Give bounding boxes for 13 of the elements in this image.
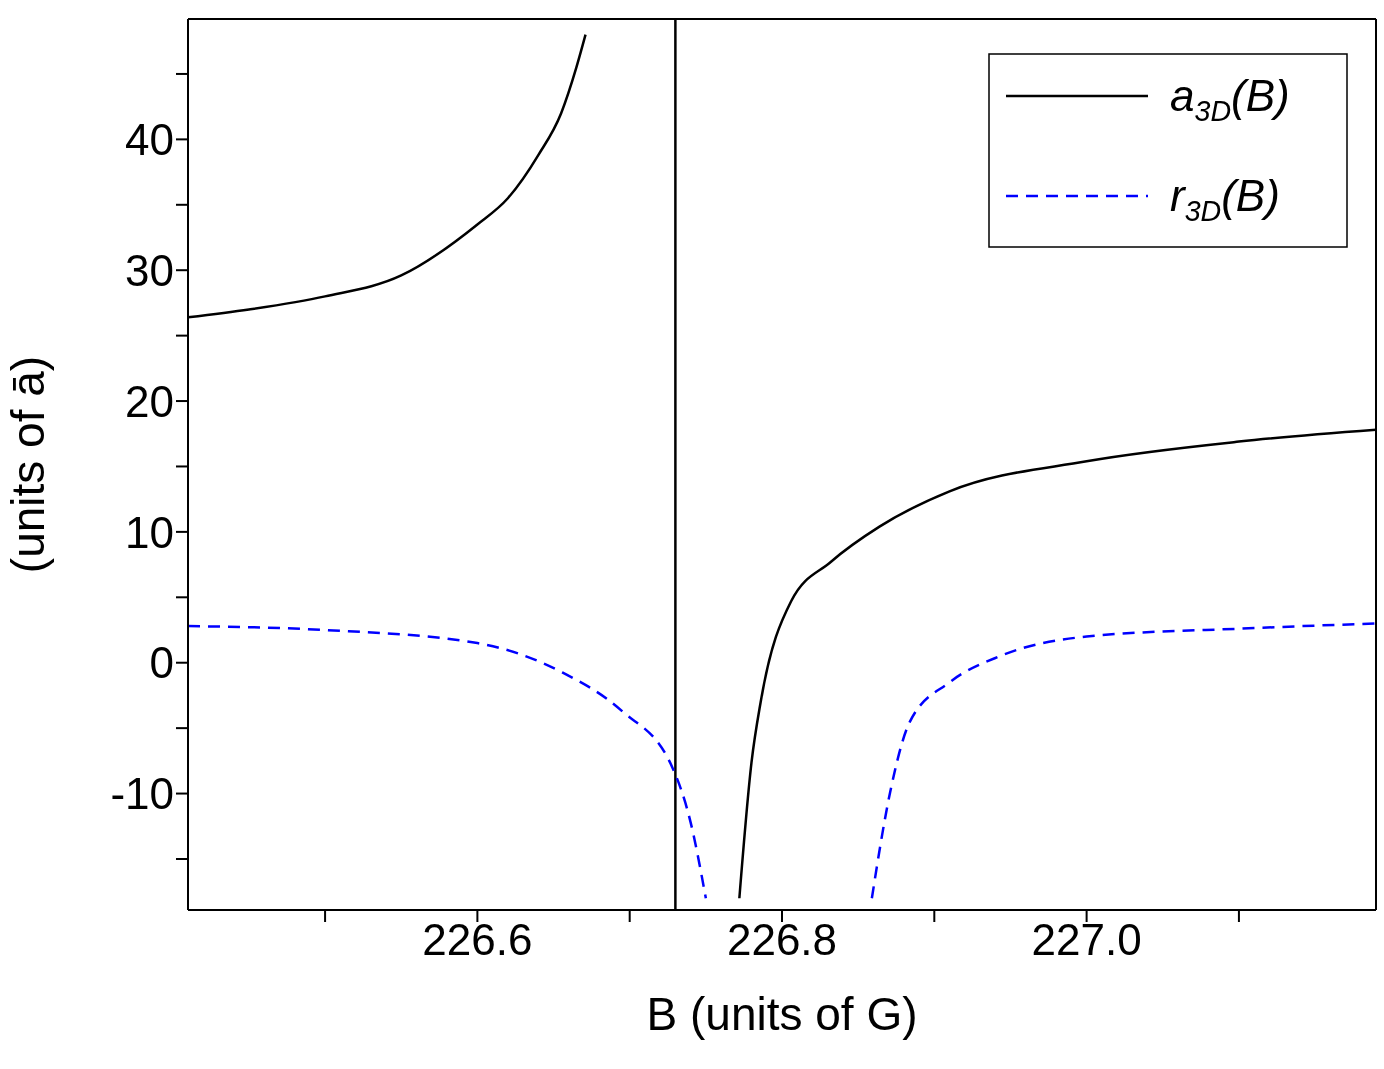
x-axis-title: B (units of G) [646,988,918,1040]
x-tick-label: 226.8 [726,915,838,965]
x-tick-label: 227.0 [1031,915,1142,965]
y-tick-label: 40 [125,114,174,164]
y-tick-label: 0 [149,638,174,688]
legend-label: a$_{3D}$(B) [1170,71,1290,127]
y-tick-label: 30 [125,245,174,295]
legend-label: r$_{3D}$(B) [1170,171,1280,227]
y-tick-label: 20 [125,376,174,426]
y-tick-label: -10 [110,769,174,819]
x-tick-label: 226.6 [422,915,533,965]
y-axis-title: (units of ā) [2,355,55,574]
y-tick-label: 10 [125,507,174,557]
